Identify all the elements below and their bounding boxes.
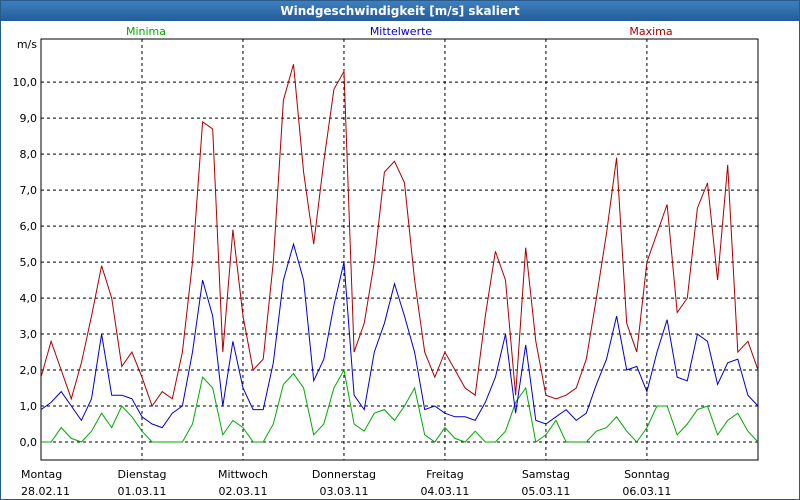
x-tick-date: 04.03.11 bbox=[420, 485, 469, 498]
series-line-maxima bbox=[40, 64, 759, 408]
y-tick-label: 4,0 bbox=[20, 292, 38, 305]
y-axis: 0,0 1,0 2,0 3,0 4,0 5,0 6,0 7,0 8,0 9,0 10,0 m/s bbox=[13, 38, 38, 449]
y-tick-label: 9,0 bbox=[20, 112, 38, 125]
x-tick-day-name: Montag bbox=[21, 468, 62, 481]
x-tick-day-name: Samstag bbox=[522, 468, 570, 481]
legend-maxima: Maxima bbox=[629, 25, 672, 38]
series-line-mittelwerte bbox=[40, 242, 759, 429]
x-tick-day-name: Sonntag bbox=[624, 468, 670, 481]
x-tick-day-name: Mittwoch bbox=[218, 468, 268, 481]
x-tick-day-name: Dienstag bbox=[117, 468, 166, 481]
y-tick-label: 8,0 bbox=[20, 148, 38, 161]
chart-area: Minima Mittelwerte Maxima 0,0 1,0 2,0 3,0 4,0 5… bbox=[13, 25, 759, 498]
x-tick-date: 01.03.11 bbox=[117, 485, 166, 498]
x-tick-date: 06.03.11 bbox=[622, 485, 671, 498]
legend-minima: Minima bbox=[126, 25, 166, 38]
plot-frame bbox=[40, 38, 759, 461]
legend-mittelwerte: Mittelwerte bbox=[370, 25, 433, 38]
x-tick-day-name: Donnerstag bbox=[312, 468, 376, 481]
series-line-minima bbox=[41, 368, 759, 443]
y-tick-label: 3,0 bbox=[20, 328, 38, 341]
y-tick-label: 2,0 bbox=[20, 364, 38, 377]
x-tick-date: 02.03.11 bbox=[218, 485, 267, 498]
y-tick-label: 0,0 bbox=[20, 436, 38, 449]
window-title: Windgeschwindigkeit [m/s] skaliert bbox=[1, 1, 799, 21]
legend: Minima Mittelwerte Maxima bbox=[126, 25, 673, 38]
y-tick-label: 7,0 bbox=[20, 184, 38, 197]
x-tick-day-name: Freitag bbox=[426, 468, 464, 481]
y-tick-label: 10,0 bbox=[13, 76, 38, 89]
series-lines bbox=[40, 64, 759, 443]
x-axis: Montag 28.02.11 Dienstag 01.03.11 Mittwoch 02… bbox=[21, 468, 671, 498]
y-tick-label: 6,0 bbox=[20, 220, 38, 233]
y-tick-label: 1,0 bbox=[20, 400, 38, 413]
x-tick-date: 03.03.11 bbox=[319, 485, 368, 498]
x-tick-date: 05.03.11 bbox=[521, 485, 570, 498]
x-tick-date: 28.02.11 bbox=[21, 485, 70, 498]
y-axis-label: m/s bbox=[17, 38, 37, 51]
y-tick-label: 5,0 bbox=[20, 256, 38, 269]
